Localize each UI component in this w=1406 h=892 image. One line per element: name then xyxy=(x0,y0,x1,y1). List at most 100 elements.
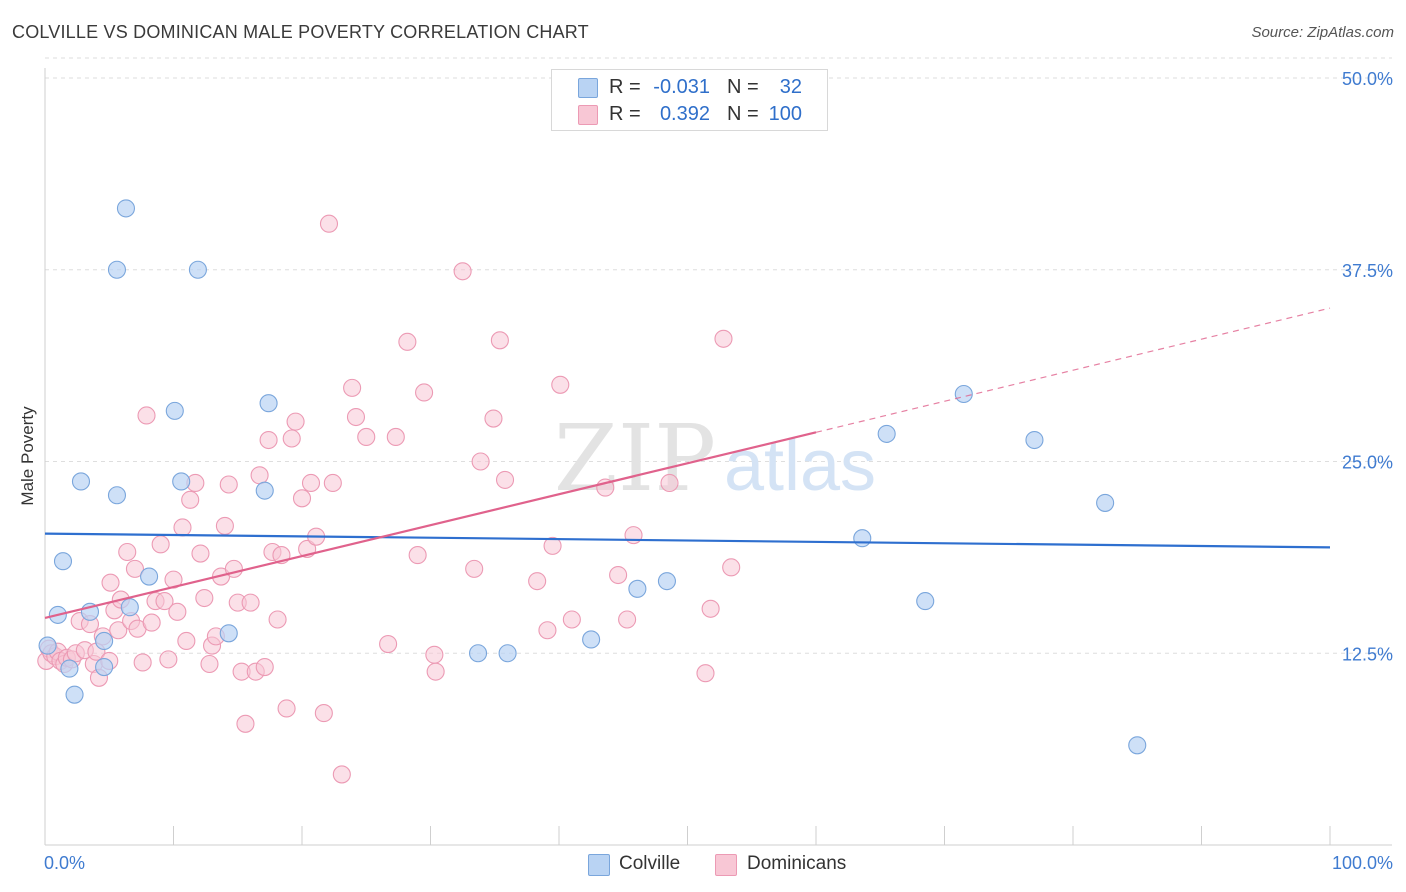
dominican-point xyxy=(538,621,557,640)
dominican-point xyxy=(490,331,509,350)
colville-point xyxy=(498,644,517,663)
colville-point xyxy=(1096,493,1115,512)
y-tick-label: 25.0% xyxy=(1342,453,1393,473)
dominican-point xyxy=(255,658,274,677)
colville-point xyxy=(916,592,935,611)
dominican-point xyxy=(386,427,405,447)
dominican-trend-extension xyxy=(815,307,1331,433)
dominican-point xyxy=(319,214,339,233)
dominican-point xyxy=(118,542,137,562)
n-value: 100 xyxy=(768,103,802,125)
dominican-point xyxy=(332,765,351,784)
y-tick-label: 50.0% xyxy=(1342,69,1393,89)
colville-point xyxy=(107,486,127,505)
dominican-point xyxy=(200,654,219,674)
dominican-point xyxy=(109,621,128,640)
dominican-point xyxy=(314,704,333,723)
dominican-point xyxy=(177,631,196,651)
dominican-point xyxy=(722,558,741,577)
dominican-point xyxy=(453,262,472,281)
colville-trend-line xyxy=(44,532,1331,549)
dominican-point xyxy=(282,429,301,448)
watermark-atlas: atlas xyxy=(724,426,876,506)
colville-point xyxy=(165,401,184,420)
watermark: ZIP atlas xyxy=(554,405,876,512)
dominican-point xyxy=(292,489,312,508)
dominican-point xyxy=(346,407,366,427)
dominican-point xyxy=(562,610,581,629)
y-tick-label: 37.5% xyxy=(1342,261,1393,281)
dominican-point xyxy=(484,409,503,428)
gridlines xyxy=(45,57,1392,654)
source-label: Source: ZipAtlas.com xyxy=(1251,24,1394,41)
correlation-legend: R = -0.031 N = 32 R = 0.392 N = 100 xyxy=(551,69,828,131)
dominican-point xyxy=(528,572,547,591)
dominican-point xyxy=(415,383,434,402)
colville-swatch xyxy=(578,78,598,98)
dominican-point xyxy=(543,536,562,555)
n-value: 32 xyxy=(779,76,802,98)
dominican-point xyxy=(168,602,187,621)
dominican-point xyxy=(618,610,637,629)
legend-label-dominicans: Dominicans xyxy=(747,853,847,874)
dominican-point xyxy=(268,610,287,629)
x-tick-label: 0.0% xyxy=(44,853,85,873)
dominican-point xyxy=(236,714,255,733)
colville-point xyxy=(71,472,91,491)
colville-point xyxy=(120,598,139,617)
colville-point xyxy=(95,631,114,651)
dominican-point xyxy=(173,518,192,537)
dominican-point xyxy=(215,516,234,535)
colville-point xyxy=(255,481,274,500)
dominican-point xyxy=(379,634,398,654)
dominican-point xyxy=(142,613,161,632)
colville-point xyxy=(582,630,601,649)
dominican-point xyxy=(398,332,417,351)
n-label: N = xyxy=(727,76,759,98)
dominican-point xyxy=(426,662,445,681)
dominican-point xyxy=(151,535,170,554)
dominican-point xyxy=(714,329,733,348)
dominican-point xyxy=(301,473,321,493)
colville-point xyxy=(53,552,73,571)
legend-label-colville: Colville xyxy=(619,853,681,874)
dominican-point xyxy=(660,473,679,493)
dominican-point xyxy=(323,473,342,493)
dominican-point xyxy=(133,653,152,672)
colville-point xyxy=(188,260,207,279)
colville-point xyxy=(140,567,159,586)
dominican-point xyxy=(343,378,362,397)
dominican-point xyxy=(277,699,296,718)
dominican-point xyxy=(241,593,260,612)
dominican-point xyxy=(155,592,174,611)
dominican-point xyxy=(125,559,144,578)
axes xyxy=(44,68,1392,846)
dominican-point xyxy=(408,546,427,565)
dominican-swatch xyxy=(578,105,598,125)
x-tick-label: 100.0% xyxy=(1332,853,1393,873)
dominican-point xyxy=(137,406,156,425)
r-value: -0.031 xyxy=(653,76,710,98)
colville-point xyxy=(877,424,896,443)
dominican-point xyxy=(259,430,278,450)
colville-point xyxy=(95,658,114,677)
dominican-trend-line xyxy=(44,431,817,620)
dominican-point xyxy=(696,664,715,683)
dominican-point xyxy=(191,544,210,563)
colville-point xyxy=(628,579,647,598)
dominican-point xyxy=(195,588,214,608)
dominican-point xyxy=(425,645,444,664)
dominican-point xyxy=(471,452,490,471)
colville-point xyxy=(107,260,127,279)
trend-lines xyxy=(44,307,1331,620)
watermark-zip: ZIP xyxy=(554,405,716,512)
dominican-point xyxy=(250,466,269,485)
tick-labels: 12.5% 25.0% 37.5% 50.0% 0.0% 100.0% xyxy=(44,69,1393,873)
y-axis-label: Male Poverty xyxy=(18,406,37,506)
r-label: R = xyxy=(609,103,641,125)
colville-legend-swatch xyxy=(588,854,610,876)
dominican-point xyxy=(101,573,120,592)
dominican-point xyxy=(159,650,178,669)
colville-point xyxy=(172,472,191,491)
r-label: R = xyxy=(609,76,641,98)
